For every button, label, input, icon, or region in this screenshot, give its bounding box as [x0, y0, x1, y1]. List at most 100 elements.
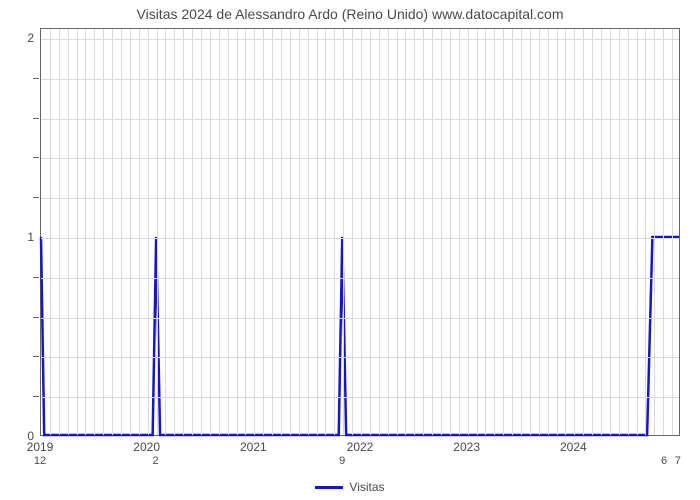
gridline-horizontal	[41, 238, 679, 239]
y-minor-tick	[33, 118, 39, 119]
gridline-vertical	[477, 29, 478, 435]
gridline-vertical	[654, 29, 655, 435]
gridline-vertical	[619, 29, 620, 435]
gridline-vertical	[397, 29, 398, 435]
gridline-vertical	[148, 29, 149, 435]
gridline-vertical	[574, 29, 575, 435]
gridline-horizontal	[41, 158, 679, 159]
gridline-vertical	[317, 29, 318, 435]
gridline-vertical	[112, 29, 113, 435]
gridline-vertical	[272, 29, 273, 435]
gridline-vertical	[50, 29, 51, 435]
gridline-vertical	[263, 29, 264, 435]
gridline-horizontal	[41, 318, 679, 319]
x-tick-label: 2021	[240, 440, 267, 454]
gridline-vertical	[539, 29, 540, 435]
y-tick-label: 1	[27, 230, 34, 244]
gridline-vertical	[281, 29, 282, 435]
gridline-vertical	[103, 29, 104, 435]
y-minor-tick	[33, 197, 39, 198]
y-minor-tick	[33, 78, 39, 79]
gridline-vertical	[485, 29, 486, 435]
gridline-horizontal	[41, 357, 679, 358]
gridline-vertical	[592, 29, 593, 435]
gridline-vertical	[414, 29, 415, 435]
gridline-vertical	[334, 29, 335, 435]
gridline-vertical	[237, 29, 238, 435]
legend-swatch	[315, 486, 343, 489]
gridline-horizontal	[41, 119, 679, 120]
gridline-horizontal	[41, 79, 679, 80]
gridline-vertical	[548, 29, 549, 435]
gridline-vertical	[201, 29, 202, 435]
y-tick-label: 0	[27, 429, 34, 443]
gridline-vertical	[672, 29, 673, 435]
gridline-vertical	[557, 29, 558, 435]
gridline-vertical	[370, 29, 371, 435]
gridline-vertical	[352, 29, 353, 435]
gridline-vertical	[183, 29, 184, 435]
data-point-label: 6	[661, 455, 667, 467]
gridline-vertical	[290, 29, 291, 435]
gridline-vertical	[530, 29, 531, 435]
gridline-vertical	[325, 29, 326, 435]
legend: Visitas	[0, 480, 700, 494]
gridline-vertical	[503, 29, 504, 435]
gridline-vertical	[165, 29, 166, 435]
gridline-vertical	[521, 29, 522, 435]
gridline-vertical	[459, 29, 460, 435]
gridline-vertical	[77, 29, 78, 435]
gridline-vertical	[94, 29, 95, 435]
gridline-vertical	[432, 29, 433, 435]
gridline-vertical	[441, 29, 442, 435]
gridline-vertical	[121, 29, 122, 435]
gridline-vertical	[379, 29, 380, 435]
gridline-vertical	[610, 29, 611, 435]
gridline-vertical	[628, 29, 629, 435]
y-minor-tick	[33, 277, 39, 278]
gridline-vertical	[139, 29, 140, 435]
x-tick-label: 2023	[453, 440, 480, 454]
data-point-label: 2	[152, 455, 158, 467]
gridline-vertical	[405, 29, 406, 435]
gridline-vertical	[494, 29, 495, 435]
gridline-vertical	[299, 29, 300, 435]
gridline-vertical	[583, 29, 584, 435]
y-minor-tick	[33, 157, 39, 158]
gridline-vertical	[645, 29, 646, 435]
data-point-label: 9	[339, 455, 345, 467]
x-tick-label: 2022	[347, 440, 374, 454]
gridline-vertical	[174, 29, 175, 435]
gridline-vertical	[228, 29, 229, 435]
y-tick-label: 2	[27, 31, 34, 45]
gridline-vertical	[157, 29, 158, 435]
y-minor-tick	[33, 317, 39, 318]
gridline-vertical	[68, 29, 69, 435]
chart-title: Visitas 2024 de Alessandro Ardo (Reino U…	[0, 6, 700, 22]
gridline-horizontal	[41, 397, 679, 398]
data-point-label: 12	[34, 455, 46, 467]
legend-label: Visitas	[349, 480, 384, 494]
gridline-vertical	[210, 29, 211, 435]
gridline-vertical	[361, 29, 362, 435]
gridline-vertical	[219, 29, 220, 435]
gridline-vertical	[308, 29, 309, 435]
gridline-vertical	[245, 29, 246, 435]
y-minor-tick	[33, 356, 39, 357]
gridline-vertical	[468, 29, 469, 435]
data-point-label: 7	[675, 455, 681, 467]
gridline-vertical	[85, 29, 86, 435]
gridline-vertical	[130, 29, 131, 435]
gridline-vertical	[450, 29, 451, 435]
gridline-horizontal	[41, 198, 679, 199]
gridline-vertical	[388, 29, 389, 435]
gridline-vertical	[601, 29, 602, 435]
gridline-vertical	[637, 29, 638, 435]
gridline-vertical	[192, 29, 193, 435]
chart-container: Visitas 2024 de Alessandro Ardo (Reino U…	[0, 0, 700, 500]
x-tick-label: 2024	[560, 440, 587, 454]
gridline-vertical	[59, 29, 60, 435]
plot-area	[40, 28, 680, 436]
gridline-horizontal	[41, 39, 679, 40]
gridline-vertical	[254, 29, 255, 435]
